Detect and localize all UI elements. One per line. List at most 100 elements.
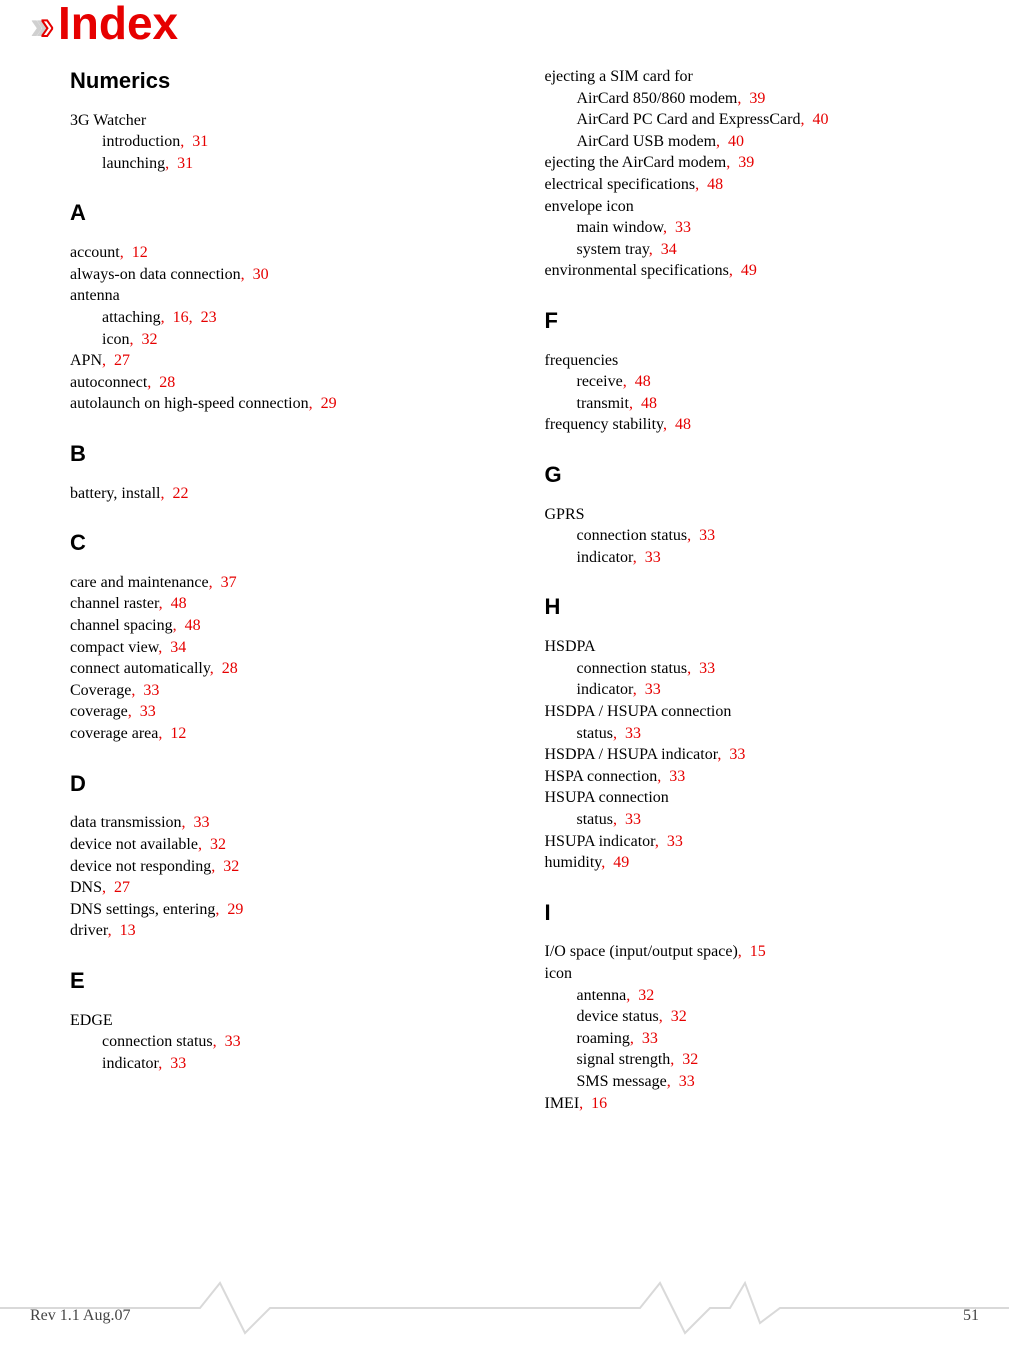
index-entry: HSDPA / HSUPA connection	[545, 701, 980, 723]
index-entry: 3G Watcher	[70, 110, 505, 132]
comma: ,	[158, 1055, 170, 1072]
entry-text: device not available	[70, 836, 198, 853]
page-link[interactable]: 28	[159, 374, 175, 391]
entry-text: battery, install	[70, 485, 161, 502]
page-link[interactable]: 39	[749, 90, 765, 107]
page-link[interactable]: 33	[225, 1033, 241, 1050]
page-link[interactable]: 32	[223, 858, 239, 875]
page-link[interactable]: 32	[210, 836, 226, 853]
page-link[interactable]: 33	[679, 1073, 695, 1090]
comma: ,	[241, 266, 253, 283]
page-link[interactable]: 48	[675, 416, 691, 433]
index-subentry: connection status, 33	[545, 525, 980, 547]
page-link[interactable]: 28	[222, 660, 238, 677]
entry-text: indicator	[577, 681, 633, 698]
entry-text: status	[577, 725, 613, 742]
section-heading: Numerics	[70, 66, 505, 96]
page-link[interactable]: 40	[812, 111, 828, 128]
index-subentry: device status, 32	[545, 1006, 980, 1028]
comma: ,	[655, 833, 667, 850]
comma: ,	[102, 879, 114, 896]
page-link[interactable]: 33	[625, 811, 641, 828]
page-link[interactable]: 33	[642, 1030, 658, 1047]
page-link[interactable]: 33	[143, 682, 159, 699]
page-link[interactable]: 33	[669, 768, 685, 785]
comma: ,	[128, 703, 140, 720]
page-link[interactable]: 48	[707, 176, 723, 193]
entry-text: 3G Watcher	[70, 112, 146, 129]
page-link[interactable]: 31	[192, 133, 208, 150]
index-entry: humidity, 49	[545, 852, 980, 874]
comma: ,	[173, 617, 185, 634]
entry-text: HSUPA indicator	[545, 833, 655, 850]
section-heading: D	[70, 769, 505, 799]
entry-text: AirCard PC Card and ExpressCard	[577, 111, 801, 128]
entry-text: Coverage	[70, 682, 131, 699]
page-link[interactable]: 27	[114, 879, 130, 896]
page-link[interactable]: 40	[728, 133, 744, 150]
page-link[interactable]: 48	[171, 595, 187, 612]
page-link[interactable]: 33	[194, 814, 210, 831]
page-link[interactable]: 32	[671, 1008, 687, 1025]
page-link[interactable]: 32	[638, 987, 654, 1004]
page-link[interactable]: 12	[132, 244, 148, 261]
page-link[interactable]: 33	[699, 527, 715, 544]
entry-text: attaching	[102, 309, 161, 326]
page-link[interactable]: 31	[177, 155, 193, 172]
page-link[interactable]: 16	[591, 1095, 607, 1112]
page-link[interactable]: 49	[741, 262, 757, 279]
page-link[interactable]: 22	[173, 485, 189, 502]
page-link[interactable]: 48	[641, 395, 657, 412]
comma: ,	[189, 309, 201, 326]
comma: ,	[729, 262, 741, 279]
page-link[interactable]: 37	[221, 574, 237, 591]
comma: ,	[738, 943, 750, 960]
page-link[interactable]: 48	[635, 373, 651, 390]
page-link[interactable]: 33	[625, 725, 641, 742]
page-link[interactable]: 34	[661, 241, 677, 258]
entry-text: antenna	[577, 987, 627, 1004]
index-subentry: indicator, 33	[70, 1053, 505, 1075]
comma: ,	[659, 1008, 671, 1025]
entry-text: driver	[70, 922, 108, 939]
index-entry: channel raster, 48	[70, 593, 505, 615]
page-link[interactable]: 33	[729, 746, 745, 763]
page-link[interactable]: 34	[170, 639, 186, 656]
page-link[interactable]: 39	[738, 154, 754, 171]
page-link[interactable]: 32	[142, 331, 158, 348]
comma: ,	[633, 681, 645, 698]
page-link[interactable]: 33	[645, 549, 661, 566]
page-link[interactable]: 33	[699, 660, 715, 677]
page-link[interactable]: 15	[750, 943, 766, 960]
index-entry: electrical specifications, 48	[545, 174, 980, 196]
page-link[interactable]: 30	[253, 266, 269, 283]
index-entry: always-on data connection, 30	[70, 264, 505, 286]
page-link[interactable]: 49	[613, 854, 629, 871]
page-link[interactable]: 32	[682, 1051, 698, 1068]
entry-text: frequencies	[545, 352, 619, 369]
index-entry: DNS, 27	[70, 877, 505, 899]
page-link[interactable]: 29	[321, 395, 337, 412]
page-title: Index	[58, 0, 178, 46]
comma: ,	[613, 811, 625, 828]
index-entry: ejecting a SIM card for	[545, 66, 980, 88]
page-link[interactable]: 48	[185, 617, 201, 634]
page-link[interactable]: 33	[675, 219, 691, 236]
page-link[interactable]: 13	[120, 922, 136, 939]
page-link[interactable]: 29	[227, 901, 243, 918]
page-link[interactable]: 33	[170, 1055, 186, 1072]
page-link[interactable]: 16	[173, 309, 189, 326]
entry-text: antenna	[70, 287, 120, 304]
page-link[interactable]: 27	[114, 352, 130, 369]
comma: ,	[120, 244, 132, 261]
entry-text: always-on data connection	[70, 266, 241, 283]
page-link[interactable]: 33	[645, 681, 661, 698]
page-link[interactable]: 12	[170, 725, 186, 742]
page-link[interactable]: 33	[667, 833, 683, 850]
page-link[interactable]: 33	[140, 703, 156, 720]
index-subentry: attaching, 16, 23	[70, 307, 505, 329]
comma: ,	[159, 595, 171, 612]
index-entry: Coverage, 33	[70, 680, 505, 702]
index-entry: DNS settings, entering, 29	[70, 899, 505, 921]
page-link[interactable]: 23	[201, 309, 217, 326]
